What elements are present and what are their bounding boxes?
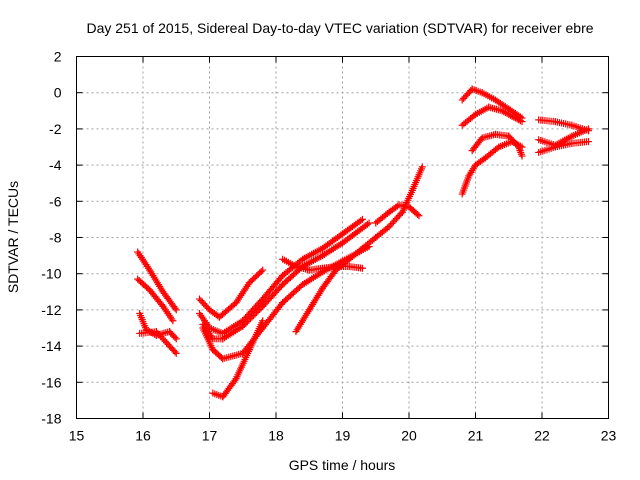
series-arc-10	[292, 163, 425, 335]
x-axis-label: GPS time / hours	[289, 457, 396, 473]
y-tick-label: -16	[41, 374, 61, 390]
y-tick-label: -2	[49, 121, 62, 137]
grid	[77, 57, 609, 419]
y-tick-label: 0	[54, 85, 62, 101]
x-tick-label: 15	[69, 428, 85, 444]
x-tick-label: 23	[601, 428, 617, 444]
x-axis: 15 16 17 18 19 20 21 22 23	[69, 57, 617, 444]
chart-title: Day 251 of 2015, Sidereal Day-to-day VTE…	[86, 20, 593, 36]
data-points	[134, 86, 592, 401]
y-tick-label: -6	[49, 193, 62, 209]
y-tick-label: -18	[41, 411, 61, 427]
y-tick-label: -14	[41, 338, 61, 354]
x-tick-label: 22	[534, 428, 550, 444]
y-tick-label: 2	[54, 49, 62, 65]
x-tick-label: 19	[335, 428, 351, 444]
x-tick-label: 16	[135, 428, 151, 444]
x-tick-label: 17	[202, 428, 218, 444]
x-tick-label: 18	[268, 428, 284, 444]
y-axis-label: SDTVAR / TECUs	[5, 181, 21, 293]
y-tick-label: -8	[49, 230, 62, 246]
y-tick-label: -12	[41, 302, 61, 318]
series-arc-7	[199, 220, 372, 343]
x-tick-label: 20	[401, 428, 417, 444]
y-tick-label: -4	[49, 157, 62, 173]
y-tick-label: -10	[41, 266, 61, 282]
series-arc-14	[459, 104, 526, 129]
sdtvar-chart: Day 251 of 2015, Sidereal Day-to-day VTE…	[0, 0, 640, 480]
x-tick-label: 21	[468, 428, 484, 444]
